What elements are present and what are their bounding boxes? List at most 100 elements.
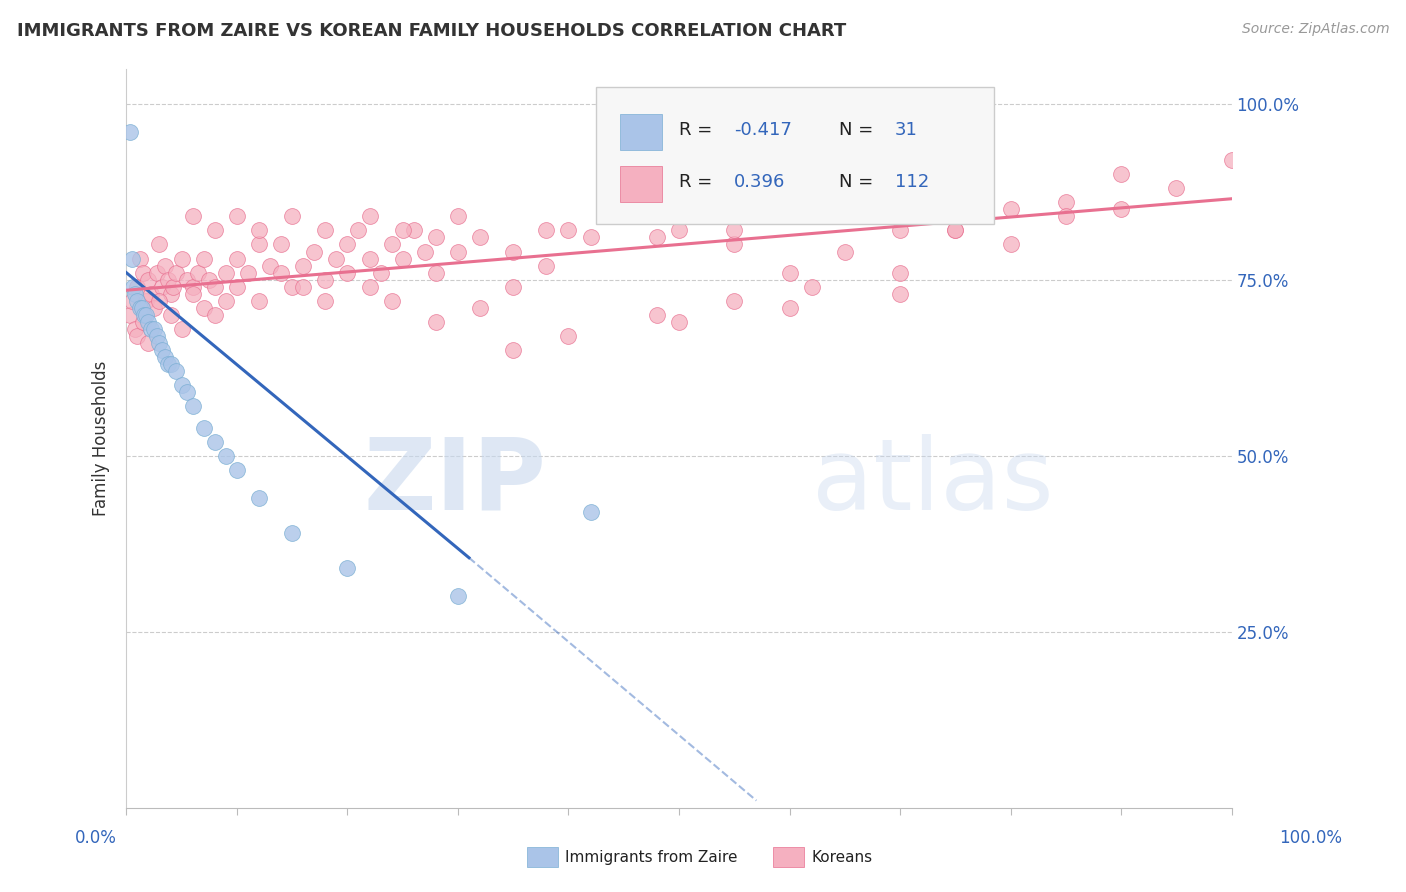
Point <box>247 223 270 237</box>
Point <box>132 315 155 329</box>
Point <box>889 286 911 301</box>
Text: N =: N = <box>839 120 873 139</box>
Point <box>502 343 524 357</box>
Point <box>723 223 745 237</box>
Point <box>1054 210 1077 224</box>
Point <box>447 210 470 224</box>
Point <box>336 237 359 252</box>
Point <box>148 237 170 252</box>
Text: R =: R = <box>679 120 713 139</box>
Text: Koreans: Koreans <box>811 850 872 864</box>
Text: N =: N = <box>839 172 873 191</box>
Point <box>225 252 247 266</box>
Point <box>176 385 198 400</box>
Point <box>204 223 226 237</box>
Point <box>370 266 392 280</box>
Point <box>613 210 636 224</box>
Point <box>138 273 160 287</box>
Point <box>204 434 226 449</box>
Point <box>381 237 404 252</box>
Point <box>146 266 169 280</box>
Point <box>118 308 141 322</box>
Point <box>127 293 149 308</box>
Point <box>181 210 204 224</box>
Point <box>302 244 325 259</box>
Point <box>170 322 193 336</box>
Point <box>834 244 856 259</box>
Text: Source: ZipAtlas.com: Source: ZipAtlas.com <box>1241 22 1389 37</box>
Text: 112: 112 <box>894 172 929 191</box>
Point <box>579 230 602 244</box>
Point <box>121 252 143 266</box>
Point <box>1109 167 1132 181</box>
Point <box>176 273 198 287</box>
Point <box>945 223 967 237</box>
Point <box>215 449 238 463</box>
FancyBboxPatch shape <box>596 87 994 224</box>
Point <box>468 301 491 315</box>
Point <box>800 279 823 293</box>
Point <box>215 266 238 280</box>
Point <box>889 223 911 237</box>
Point <box>381 293 404 308</box>
Text: 0.396: 0.396 <box>734 172 786 191</box>
Text: atlas: atlas <box>811 434 1053 531</box>
Point <box>193 301 215 315</box>
Point <box>181 279 204 293</box>
Bar <box>620 166 662 202</box>
Point <box>165 266 187 280</box>
Point <box>645 308 668 322</box>
Point <box>162 279 184 293</box>
Point <box>259 259 281 273</box>
Point <box>645 230 668 244</box>
Point <box>557 329 579 343</box>
Point <box>236 266 259 280</box>
Point <box>124 322 146 336</box>
Text: ZIP: ZIP <box>364 434 547 531</box>
Point <box>347 223 370 237</box>
Point <box>150 279 173 293</box>
Point <box>447 590 470 604</box>
Point <box>336 561 359 575</box>
Point <box>536 259 558 273</box>
Point <box>124 286 146 301</box>
Point <box>153 259 176 273</box>
Point <box>557 223 579 237</box>
Point <box>148 336 170 351</box>
Point <box>131 301 153 315</box>
Point <box>165 364 187 378</box>
Point <box>139 286 162 301</box>
Text: 0.0%: 0.0% <box>75 829 117 847</box>
Text: IMMIGRANTS FROM ZAIRE VS KOREAN FAMILY HOUSEHOLDS CORRELATION CHART: IMMIGRANTS FROM ZAIRE VS KOREAN FAMILY H… <box>17 22 846 40</box>
Point <box>135 308 157 322</box>
Point <box>834 210 856 224</box>
Text: Immigrants from Zaire: Immigrants from Zaire <box>565 850 738 864</box>
Point <box>779 266 801 280</box>
Point <box>447 244 470 259</box>
Point <box>425 315 447 329</box>
Point <box>1000 237 1022 252</box>
Point <box>336 266 359 280</box>
Point <box>613 210 636 224</box>
Point <box>159 308 181 322</box>
Point <box>1000 202 1022 217</box>
Point <box>118 125 141 139</box>
Point <box>128 301 150 315</box>
Point <box>181 400 204 414</box>
Point <box>281 279 304 293</box>
Point <box>247 491 270 505</box>
Point <box>359 252 381 266</box>
Point <box>135 293 157 308</box>
Point <box>314 293 336 308</box>
Point <box>225 210 247 224</box>
Point <box>150 343 173 357</box>
Point <box>170 378 193 392</box>
Point <box>138 336 160 351</box>
Point <box>1109 202 1132 217</box>
Point <box>468 230 491 244</box>
Point <box>159 286 181 301</box>
Point <box>270 237 292 252</box>
Point <box>138 315 160 329</box>
Point <box>945 223 967 237</box>
Point <box>413 244 436 259</box>
